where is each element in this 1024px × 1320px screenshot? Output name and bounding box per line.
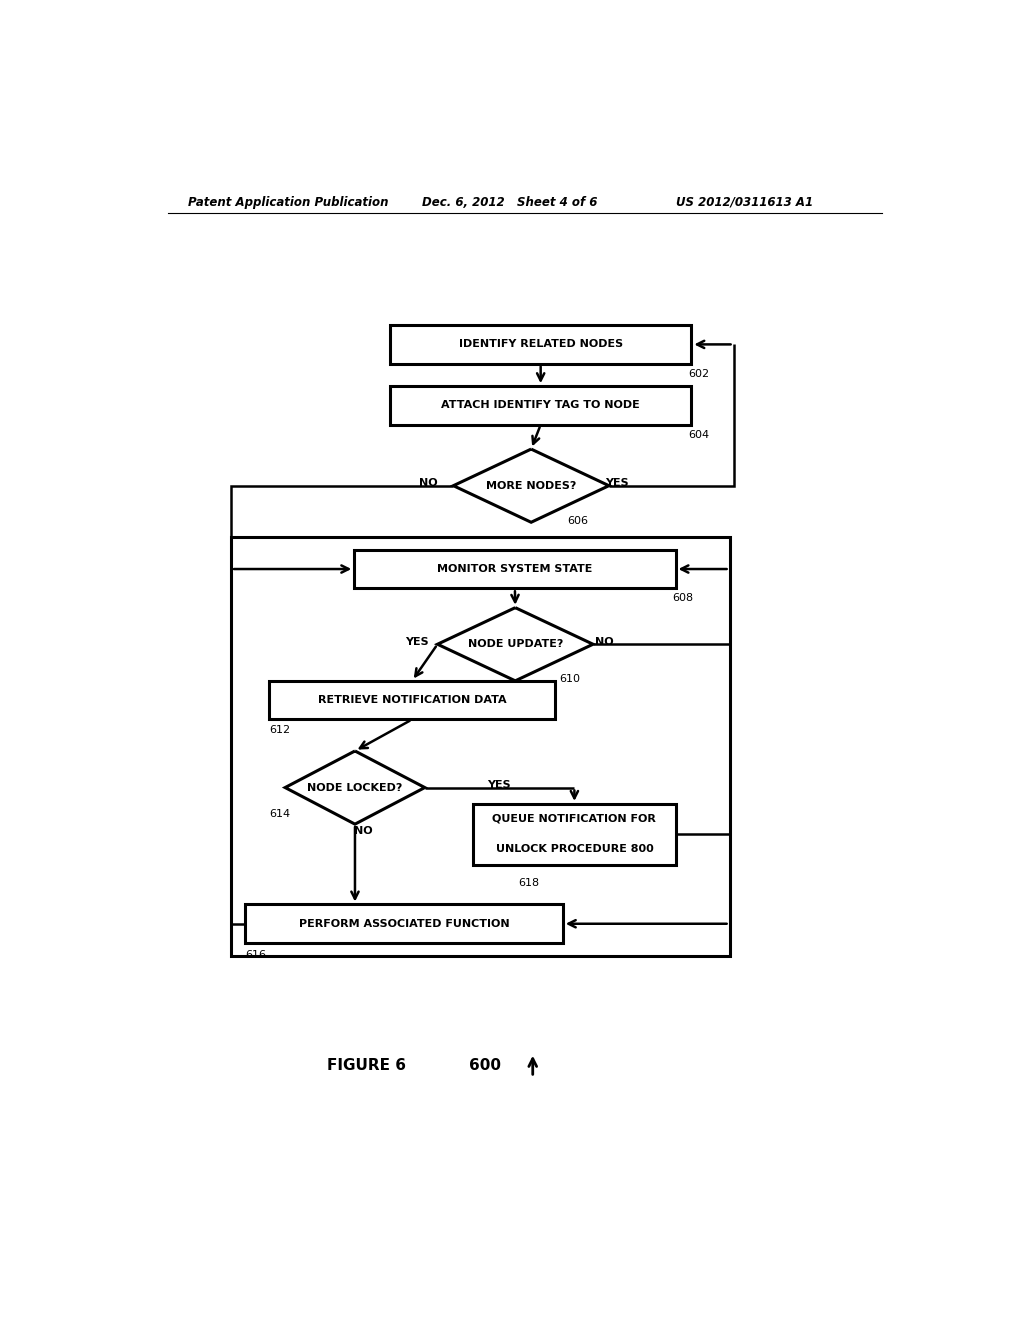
Text: IDENTIFY RELATED NODES: IDENTIFY RELATED NODES: [459, 339, 623, 350]
Text: UNLOCK PROCEDURE 800: UNLOCK PROCEDURE 800: [496, 843, 653, 854]
Text: 608: 608: [673, 594, 693, 603]
FancyBboxPatch shape: [473, 804, 676, 865]
FancyBboxPatch shape: [269, 681, 555, 719]
Text: MORE NODES?: MORE NODES?: [486, 480, 577, 491]
FancyBboxPatch shape: [354, 549, 676, 589]
Polygon shape: [285, 751, 425, 824]
Text: NO: NO: [419, 478, 437, 487]
Text: 612: 612: [269, 725, 291, 734]
Text: NO: NO: [595, 638, 613, 647]
Text: QUEUE NOTIFICATION FOR: QUEUE NOTIFICATION FOR: [493, 813, 656, 824]
Polygon shape: [437, 607, 593, 681]
Polygon shape: [454, 449, 609, 523]
FancyBboxPatch shape: [390, 325, 691, 364]
Text: NO: NO: [353, 826, 372, 837]
Text: 604: 604: [688, 430, 710, 440]
Text: 610: 610: [560, 673, 581, 684]
Text: ATTACH IDENTIFY TAG TO NODE: ATTACH IDENTIFY TAG TO NODE: [441, 400, 640, 411]
Text: 600: 600: [469, 1057, 502, 1073]
Text: US 2012/0311613 A1: US 2012/0311613 A1: [676, 195, 813, 209]
Text: 614: 614: [269, 809, 291, 818]
Text: PERFORM ASSOCIATED FUNCTION: PERFORM ASSOCIATED FUNCTION: [299, 919, 510, 929]
Text: MONITOR SYSTEM STATE: MONITOR SYSTEM STATE: [437, 564, 593, 574]
Text: 616: 616: [246, 950, 266, 960]
Text: 618: 618: [518, 878, 540, 888]
Text: YES: YES: [406, 638, 429, 647]
Text: YES: YES: [487, 780, 511, 789]
Text: 606: 606: [567, 516, 589, 527]
Text: 602: 602: [688, 368, 710, 379]
FancyBboxPatch shape: [390, 385, 691, 425]
Text: Patent Application Publication: Patent Application Publication: [187, 195, 388, 209]
FancyBboxPatch shape: [246, 904, 563, 942]
Text: FIGURE 6: FIGURE 6: [327, 1057, 406, 1073]
Text: NODE LOCKED?: NODE LOCKED?: [307, 783, 402, 792]
Text: RETRIEVE NOTIFICATION DATA: RETRIEVE NOTIFICATION DATA: [317, 696, 507, 705]
Text: NODE UPDATE?: NODE UPDATE?: [468, 639, 563, 649]
Text: Dec. 6, 2012   Sheet 4 of 6: Dec. 6, 2012 Sheet 4 of 6: [422, 195, 597, 209]
Text: YES: YES: [605, 478, 629, 487]
